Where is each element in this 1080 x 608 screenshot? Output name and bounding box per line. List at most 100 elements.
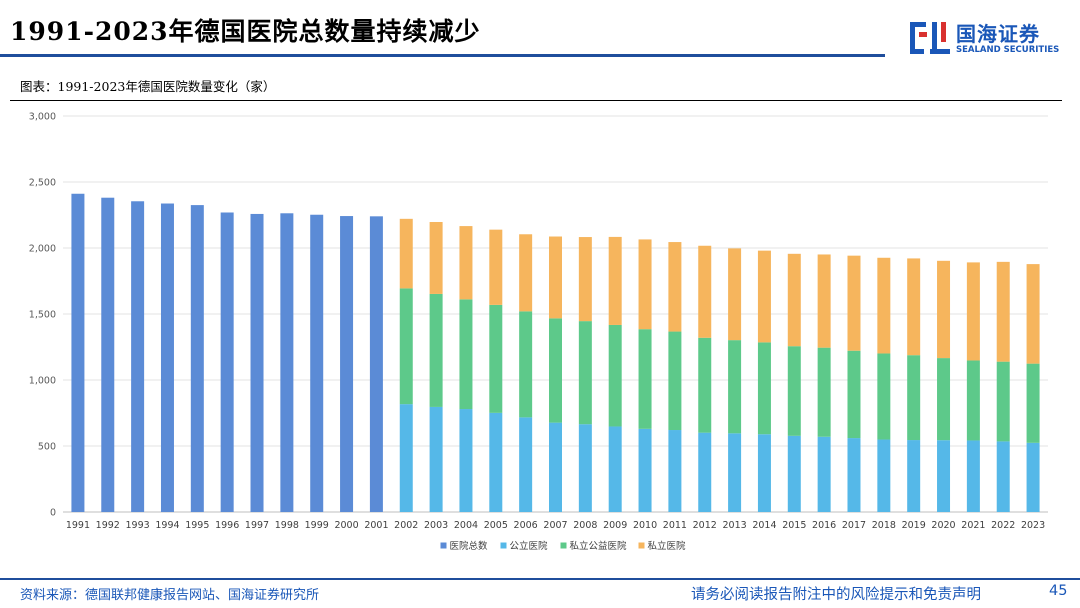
bar — [817, 436, 831, 512]
x-tick-label: 2001 — [364, 520, 388, 531]
bar — [280, 213, 294, 512]
x-tick-label: 1996 — [215, 520, 239, 531]
bar — [549, 422, 562, 512]
x-tick-label: 2019 — [902, 520, 926, 531]
bar — [937, 260, 951, 359]
bar — [190, 205, 204, 512]
bar — [131, 201, 145, 512]
bar — [877, 439, 891, 512]
bar — [101, 197, 115, 512]
legend-label: 私立医院 — [648, 540, 687, 552]
bar — [728, 340, 742, 434]
x-tick-label: 2013 — [722, 520, 746, 531]
bar — [429, 406, 443, 512]
bar — [907, 440, 921, 512]
bar — [698, 245, 712, 338]
legend-label: 医院总数 — [450, 540, 489, 552]
x-tick-label: 2008 — [573, 520, 597, 531]
bar — [996, 261, 1010, 362]
bar — [519, 311, 533, 418]
y-tick-label: 2,000 — [29, 244, 56, 255]
x-tick-label: 2009 — [603, 520, 627, 531]
x-tick-label: 2014 — [752, 520, 776, 531]
bar — [1026, 264, 1040, 364]
bar — [698, 337, 712, 433]
logo-text-cn: 国海证券 — [956, 22, 1040, 46]
bar — [907, 258, 921, 356]
x-tick-label: 1999 — [305, 520, 329, 531]
bar — [937, 358, 951, 441]
bar — [668, 242, 682, 332]
y-tick-label: 1,500 — [29, 310, 56, 321]
bar — [578, 424, 592, 512]
x-tick-label: 2005 — [484, 520, 508, 531]
bar — [399, 404, 413, 512]
hospital-count-chart: 0 500 1,000 1,500 2,000 2,500 3,000 1991 1992 199… — [29, 112, 1048, 552]
x-tick-label: 2003 — [424, 520, 448, 531]
bar — [757, 434, 771, 512]
y-tick-label: 500 — [38, 442, 56, 453]
logo-text-en: SEALAND SECURITIES — [956, 45, 1060, 55]
bar — [340, 216, 354, 512]
x-tick-label: 2002 — [394, 520, 418, 531]
bar — [787, 253, 801, 347]
bar — [787, 435, 801, 512]
legend-label: 私立公益医院 — [570, 540, 628, 552]
bar — [966, 262, 980, 361]
bar — [877, 353, 891, 440]
bar — [638, 428, 652, 512]
bar — [459, 409, 473, 512]
bar — [578, 237, 592, 322]
figure-divider — [10, 100, 1062, 101]
legend-swatch — [560, 542, 567, 549]
bar — [966, 360, 980, 441]
footer-divider — [0, 578, 1080, 580]
x-tick-label: 2020 — [931, 520, 955, 531]
x-tick-label: 2006 — [514, 520, 538, 531]
bar — [459, 299, 473, 410]
x-tick-label: 2016 — [812, 520, 836, 531]
bar — [519, 417, 533, 512]
bar — [668, 430, 682, 512]
bar — [787, 346, 801, 436]
y-tick-label: 2,500 — [29, 178, 56, 189]
x-tick-label: 2017 — [842, 520, 866, 531]
bar — [608, 324, 622, 427]
bar — [1026, 363, 1040, 443]
x-tick-label: 1991 — [66, 520, 90, 531]
bar — [847, 255, 861, 351]
x-tick-label: 2015 — [782, 520, 806, 531]
bar — [429, 221, 443, 294]
bar — [728, 248, 742, 341]
x-tick-label: 2004 — [454, 520, 478, 531]
x-tick-label: 1994 — [155, 520, 179, 531]
x-tick-label: 1998 — [275, 520, 299, 531]
x-tick-label: 2018 — [872, 520, 896, 531]
bar — [310, 214, 324, 512]
page-number: 45 — [1049, 583, 1068, 599]
bar — [71, 193, 85, 513]
sealand-logo-icon — [910, 22, 950, 54]
bar — [608, 426, 622, 512]
bar — [399, 218, 413, 289]
bar — [459, 226, 473, 300]
bar — [489, 229, 503, 305]
title-divider — [0, 54, 885, 57]
bar — [907, 355, 921, 441]
x-tick-label: 1993 — [126, 520, 150, 531]
x-tick-label: 2000 — [334, 520, 358, 531]
x-tick-label: 1997 — [245, 520, 269, 531]
bar — [549, 236, 562, 319]
x-tick-label: 2022 — [991, 520, 1015, 531]
bar — [369, 216, 383, 512]
bar — [996, 441, 1010, 512]
bar — [220, 212, 234, 512]
x-tick-label: 2007 — [543, 520, 567, 531]
bar — [757, 342, 771, 435]
bar — [728, 433, 742, 512]
bar — [489, 412, 503, 512]
legend-label: 公立医院 — [510, 540, 549, 552]
bar — [847, 350, 861, 439]
bar — [250, 213, 264, 512]
x-tick-label: 1992 — [96, 520, 120, 531]
